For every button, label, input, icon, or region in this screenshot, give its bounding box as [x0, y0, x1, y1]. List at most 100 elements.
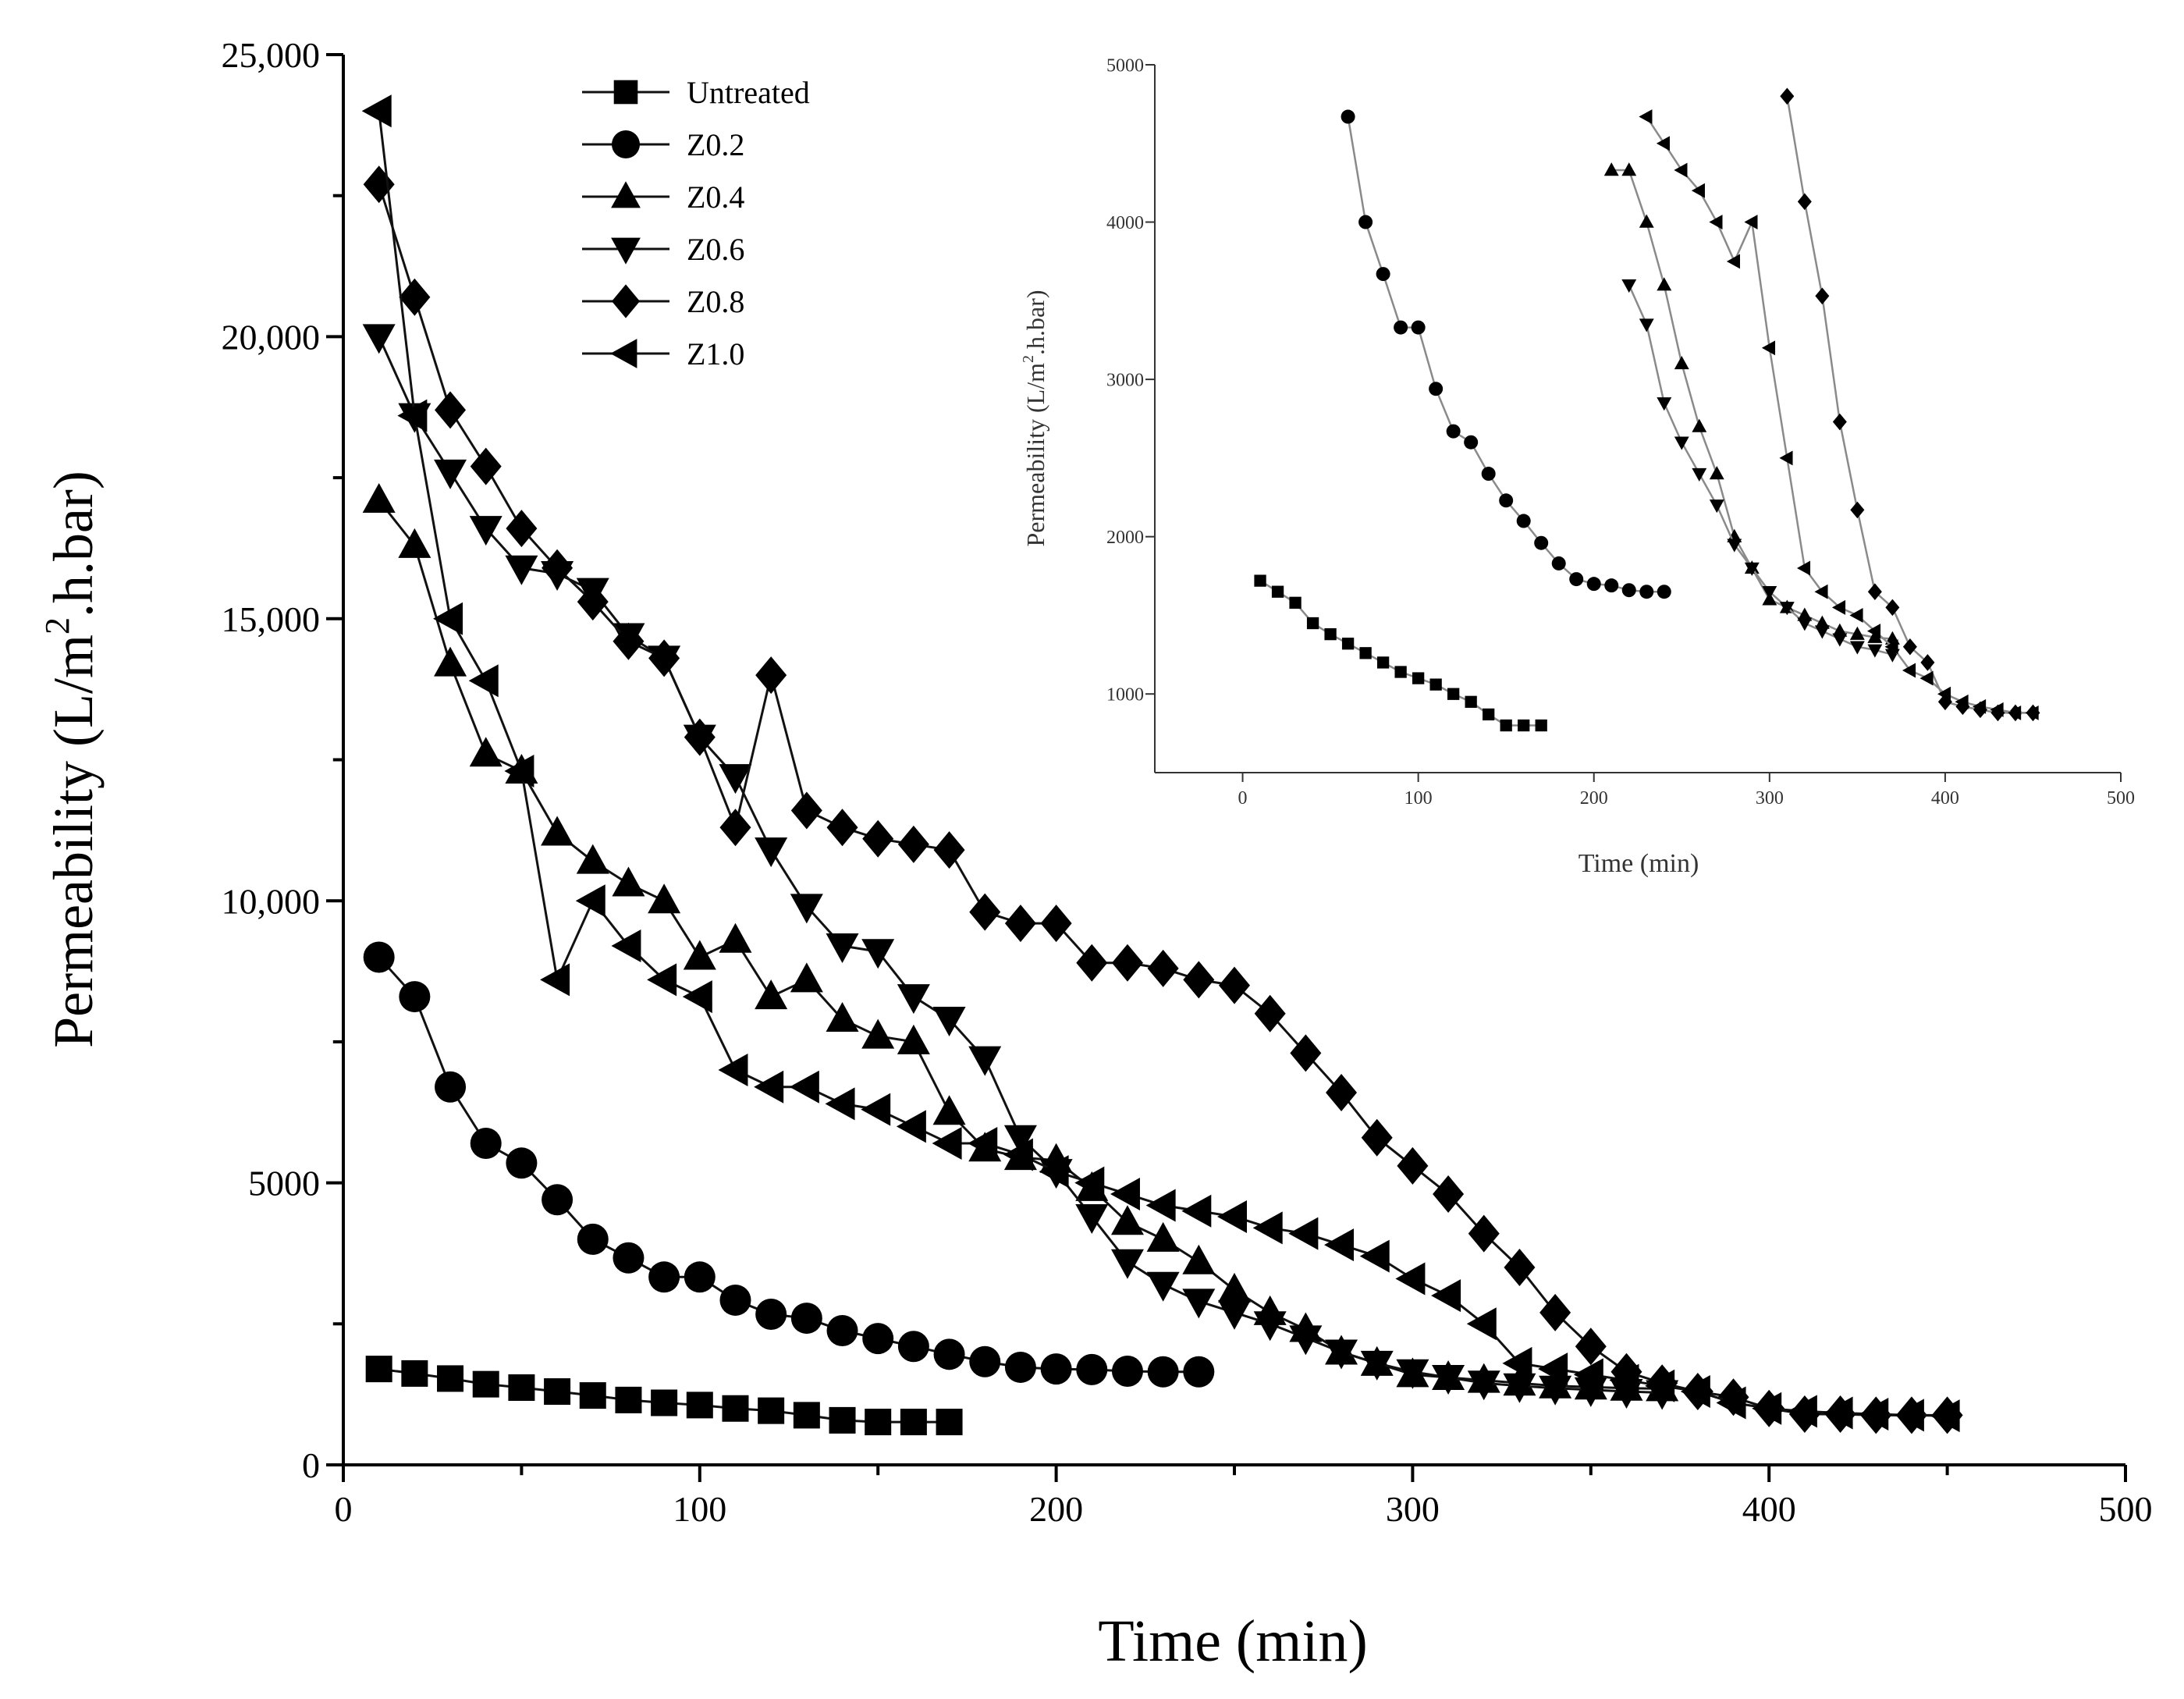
- legend-marker: [612, 284, 640, 318]
- inset-data-point: [1341, 638, 1355, 650]
- main-data-point: [1324, 1228, 1355, 1262]
- main-data-point: [825, 1087, 855, 1121]
- main-series-untreated: [365, 1356, 963, 1436]
- inset-data-point: [1639, 585, 1654, 599]
- inset-data-point: [1779, 450, 1793, 466]
- main-data-point: [1076, 1353, 1108, 1385]
- main-data-point: [1252, 1211, 1283, 1245]
- inset-data-point: [1621, 162, 1637, 176]
- inset-axes: [1154, 65, 2121, 773]
- main-data-point: [790, 1303, 822, 1335]
- main-data-point: [1538, 1352, 1568, 1386]
- main-data-point: [651, 1389, 678, 1416]
- main-data-point: [1074, 1166, 1105, 1200]
- inset-data-point: [1779, 602, 1795, 616]
- main-data-point: [362, 324, 396, 354]
- main-y-tick-label: 0: [302, 1445, 320, 1485]
- main-data-point: [401, 1360, 428, 1387]
- main-data-point: [1359, 1239, 1390, 1273]
- main-data-point: [1218, 1272, 1251, 1303]
- inset-data-point: [1691, 183, 1705, 198]
- main-data-point: [468, 664, 499, 698]
- main-data-point: [1110, 1249, 1144, 1279]
- inset-data-point: [2008, 705, 2022, 720]
- legend-item-z0-8: Z0.8: [582, 284, 744, 319]
- inset-series-untreated: [1254, 574, 1547, 732]
- main-data-point: [1288, 1217, 1319, 1250]
- inset-plot: 0 100 200 300 400 500 1000 2000 3000 4000 5000 Ti…: [1020, 55, 2135, 878]
- inset-data-point: [2025, 705, 2039, 720]
- main-data-point: [932, 1127, 962, 1161]
- inset-data-point: [1867, 583, 1882, 601]
- inset-series-line: [1628, 284, 1893, 656]
- main-data-point: [896, 1110, 926, 1143]
- main-data-point: [718, 1054, 748, 1087]
- main-data-point: [826, 1001, 859, 1032]
- main-data-point: [434, 459, 467, 489]
- main-data-point: [1823, 1396, 1853, 1430]
- inset-data-point: [1358, 215, 1373, 229]
- inset-data-point: [1518, 719, 1530, 732]
- main-data-point: [719, 809, 751, 847]
- main-data-point: [434, 646, 467, 677]
- inset-data-point: [1499, 493, 1514, 508]
- main-data-point: [790, 791, 822, 830]
- main-data-point: [1181, 1194, 1212, 1228]
- main-x-tick-label: 500: [2099, 1489, 2153, 1529]
- main-data-point: [1110, 1178, 1140, 1211]
- main-data-point: [861, 1018, 895, 1049]
- main-y-tick-label: 10,000: [222, 881, 321, 921]
- main-data-point: [826, 1314, 858, 1346]
- main-data-point: [1573, 1358, 1603, 1392]
- main-data-point: [932, 1095, 966, 1125]
- inset-data-point: [1465, 695, 1477, 708]
- inset-data-point: [1885, 599, 1900, 617]
- main-data-point: [577, 1223, 609, 1255]
- main-data-point: [433, 602, 463, 635]
- main-data-point: [613, 1242, 645, 1274]
- main-data-point: [861, 1093, 891, 1126]
- main-data-point: [683, 940, 716, 970]
- main-data-point: [397, 399, 428, 432]
- main-series-line: [378, 499, 1663, 1390]
- inset-data-point: [1656, 136, 1670, 151]
- inset-data-point: [1481, 467, 1496, 482]
- inset-data-point: [1535, 719, 1547, 732]
- inset-data-point: [1709, 499, 1724, 514]
- inset-data-point: [1639, 318, 1654, 332]
- legend-label: Untreated: [687, 75, 810, 110]
- inset-data-point: [1621, 583, 1636, 598]
- main-x-tick-label: 200: [1029, 1489, 1083, 1529]
- main-data-point: [506, 1147, 538, 1179]
- main-data-point: [829, 1406, 856, 1434]
- inset-data-point: [1761, 340, 1776, 356]
- main-data-point: [1502, 1346, 1532, 1380]
- inset-data-point: [1884, 639, 1898, 655]
- main-x-tick-label: 400: [1742, 1489, 1796, 1529]
- inset-data-point: [1464, 435, 1479, 450]
- main-data-point: [542, 1184, 574, 1216]
- inset-data-point: [1692, 467, 1707, 482]
- main-data-point: [399, 278, 431, 316]
- inset-data-point: [1534, 535, 1549, 550]
- main-series-layer: [361, 94, 1963, 1436]
- main-data-point: [505, 555, 538, 585]
- main-data-point: [470, 447, 502, 485]
- main-data-point: [613, 622, 645, 660]
- main-data-point: [933, 1338, 965, 1370]
- inset-data-point: [1692, 418, 1707, 432]
- main-data-point: [826, 933, 859, 964]
- main-data-point: [1680, 1375, 1710, 1409]
- inset-data-point: [1866, 624, 1881, 639]
- inset-x-tick-label: 300: [1756, 788, 1784, 809]
- main-data-point: [897, 825, 929, 863]
- main-data-point: [1575, 1328, 1607, 1366]
- legend-label: Z0.4: [687, 179, 744, 215]
- inset-data-point: [1674, 436, 1689, 450]
- main-data-point: [1360, 1350, 1394, 1381]
- main-data-point: [969, 1345, 1001, 1377]
- inset-data-point: [1271, 585, 1284, 598]
- inset-data-point: [1973, 698, 1987, 714]
- inset-data-point: [1902, 638, 1917, 656]
